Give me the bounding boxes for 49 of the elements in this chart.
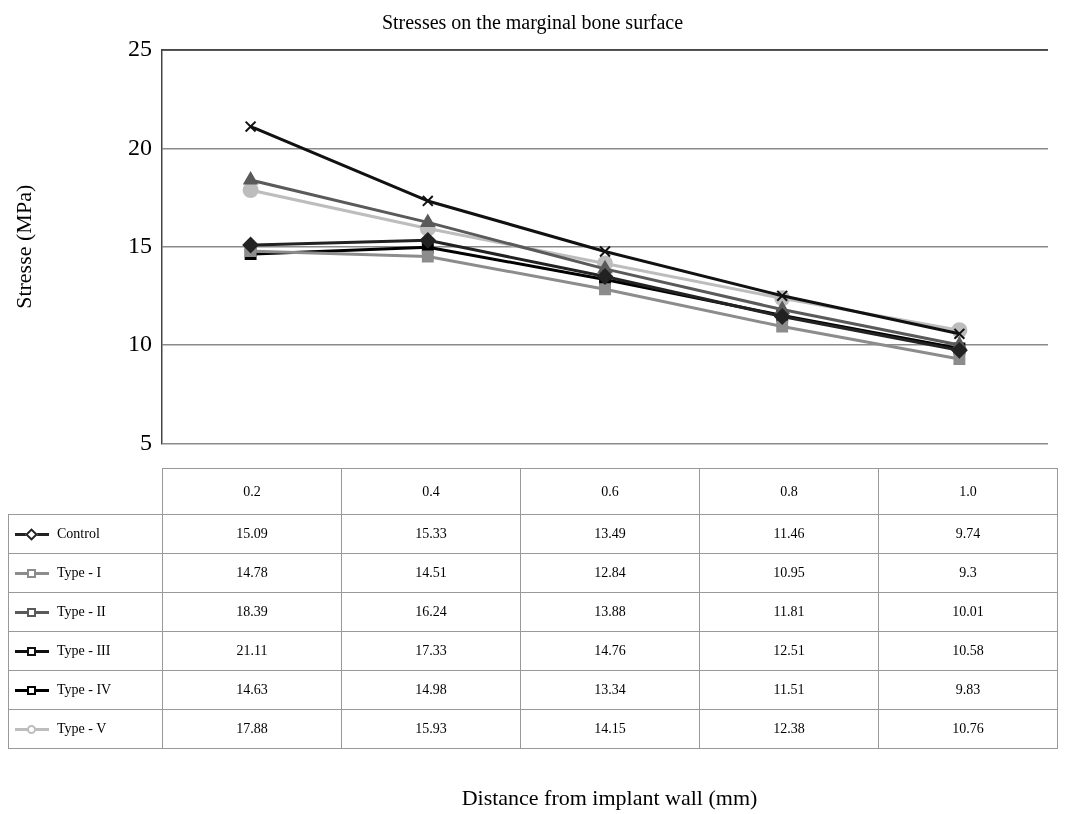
data-label: 17.88: [162, 709, 342, 749]
x-tick-label: 0.8: [699, 468, 879, 515]
data-label: 13.34: [520, 670, 700, 710]
x-tick-label: 0.6: [520, 468, 700, 515]
y-tick-label: 10: [128, 330, 152, 357]
data-label: 14.15: [520, 709, 700, 749]
legend-label: Type - I: [57, 565, 102, 580]
legend-label: Type - III: [57, 643, 111, 658]
data-label: 11.46: [699, 514, 879, 554]
x-tick-label: 0.2: [162, 468, 342, 515]
data-label: 15.33: [341, 514, 521, 554]
data-label: 10.01: [878, 592, 1058, 632]
legend-label: Type - II: [57, 604, 106, 619]
data-label: 9.83: [878, 670, 1058, 710]
data-label: 17.33: [341, 631, 521, 671]
data-label: 14.63: [162, 670, 342, 710]
data-label: 12.84: [520, 553, 700, 593]
data-label: 14.76: [520, 631, 700, 671]
legend-label: Type - V: [57, 721, 107, 736]
data-label: 14.98: [341, 670, 521, 710]
data-label: 21.11: [162, 631, 342, 671]
data-label: 12.51: [699, 631, 879, 671]
data-label: 16.24: [341, 592, 521, 632]
data-label: 9.74: [878, 514, 1058, 554]
data-label: 11.51: [699, 670, 879, 710]
data-label: 13.88: [520, 592, 700, 632]
data-label: 14.51: [341, 553, 521, 593]
data-label: 13.49: [520, 514, 700, 554]
data-label: 18.39: [162, 592, 342, 632]
y-tick-label: 15: [128, 232, 152, 259]
y-tick-label: 20: [128, 133, 152, 160]
text: Distance from implant wall (mm): [460, 785, 759, 811]
data-label: 9.3: [878, 553, 1058, 593]
x-tick-label: 1.0: [878, 468, 1058, 515]
y-axis-title: Stresse (MPa): [10, 184, 36, 309]
y-tick-label: 5: [140, 428, 152, 455]
chart-title: Stresses on the marginal bone surface: [381, 11, 684, 35]
data-label: 15.93: [341, 709, 521, 749]
data-label: 10.58: [878, 631, 1058, 671]
data-label: 10.76: [878, 709, 1058, 749]
data-label: 11.81: [699, 592, 879, 632]
y-tick-label: 25: [128, 35, 152, 62]
data-label: 10.95: [699, 553, 879, 593]
data-label: 12.38: [699, 709, 879, 749]
legend-label: Type - IV: [57, 682, 112, 697]
data-label: 15.09: [162, 514, 342, 554]
legend-label: Control: [57, 526, 100, 541]
x-tick-label: 0.4: [341, 468, 521, 515]
data-label: 14.78: [162, 553, 342, 593]
